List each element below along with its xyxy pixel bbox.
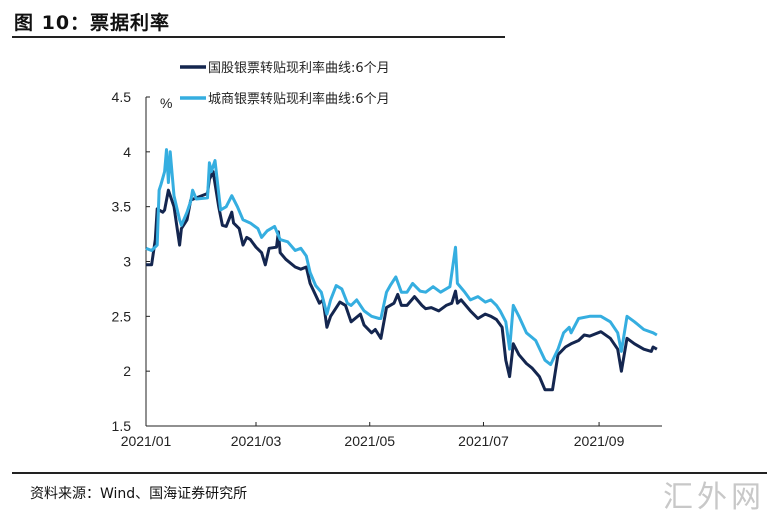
footer-divider — [12, 472, 767, 474]
figure-title: 图 10：票据利率 — [14, 12, 171, 34]
legend-label-1: 国股银票转贴现利率曲线:6个月 — [208, 60, 390, 76]
y-tick-label: 1.5 — [112, 418, 132, 434]
title-divider — [12, 36, 505, 38]
series-group — [145, 148, 658, 392]
axes: 1.5 2 2.5 3 3.5 4 4.5 2021/01 2021/03 2021/05 2021… — [112, 89, 662, 449]
x-tick-label: 2021/03 — [231, 433, 282, 449]
y-unit-label: % — [160, 95, 172, 111]
y-tick-label: 3.5 — [112, 199, 132, 215]
series-line-2 — [145, 148, 658, 367]
watermark: 汇外网 — [663, 480, 765, 515]
legend-label-2: 城商银票转贴现利率曲线:6个月 — [208, 91, 390, 107]
x-tick-label: 2021/07 — [458, 433, 509, 449]
y-tick-label: 4.5 — [112, 89, 132, 105]
y-tick-label: 4 — [123, 144, 131, 160]
x-tick-label: 2021/01 — [121, 433, 172, 449]
source-note: 资料来源：Wind、国海证券研究所 — [30, 486, 248, 502]
x-tick-label: 2021/09 — [574, 433, 625, 449]
y-tick-label: 3 — [123, 254, 131, 270]
series-line-1 — [146, 170, 658, 392]
y-tick-label: 2.5 — [112, 308, 132, 324]
x-tick-label: 2021/05 — [344, 433, 395, 449]
y-tick-label: 2 — [123, 363, 131, 379]
